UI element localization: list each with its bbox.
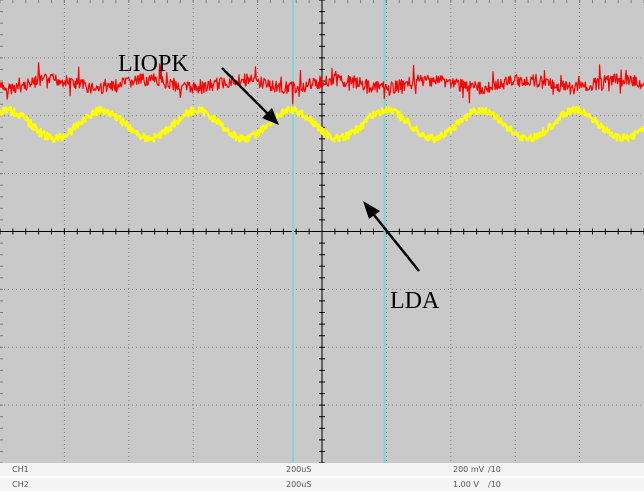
ch2-timebase: 200uS: [286, 480, 312, 489]
ch2-arrowhead: [363, 201, 380, 219]
trace-liopk: [0, 62, 644, 105]
ch1-probe: /10: [488, 465, 501, 474]
annotation-liopk: LIOPK: [118, 51, 279, 125]
ch1-annotation-label: LIOPK: [118, 51, 189, 77]
trace-lda: [0, 105, 644, 144]
ch1-timebase: 200uS: [286, 465, 312, 474]
graticule: [0, 0, 644, 463]
annotation-lda: LDA: [363, 201, 440, 314]
ch2-annotation-label: LDA: [390, 288, 440, 314]
ch2-name: CH2: [12, 480, 29, 489]
ch2-probe: /10: [488, 480, 501, 489]
ch2-volts-per-div: 1.00 V: [453, 480, 479, 489]
ch1-volts-per-div: 200 mV: [453, 465, 485, 474]
ch2-status-row: CH2 200uS 1.00 V /10: [0, 478, 644, 491]
ch1-arrowhead: [262, 108, 279, 125]
ch2-annotation-arrow: [369, 209, 420, 272]
ch1-annotation-arrow: [221, 67, 273, 119]
scope-screen: LIOPK LDA: [0, 0, 644, 463]
time-cursors[interactable]: [292, 0, 386, 463]
waveform-traces: [0, 62, 644, 144]
ch1-name: CH1: [12, 465, 29, 474]
ch1-status-row: CH1 200uS 200 mV /10: [0, 463, 644, 476]
